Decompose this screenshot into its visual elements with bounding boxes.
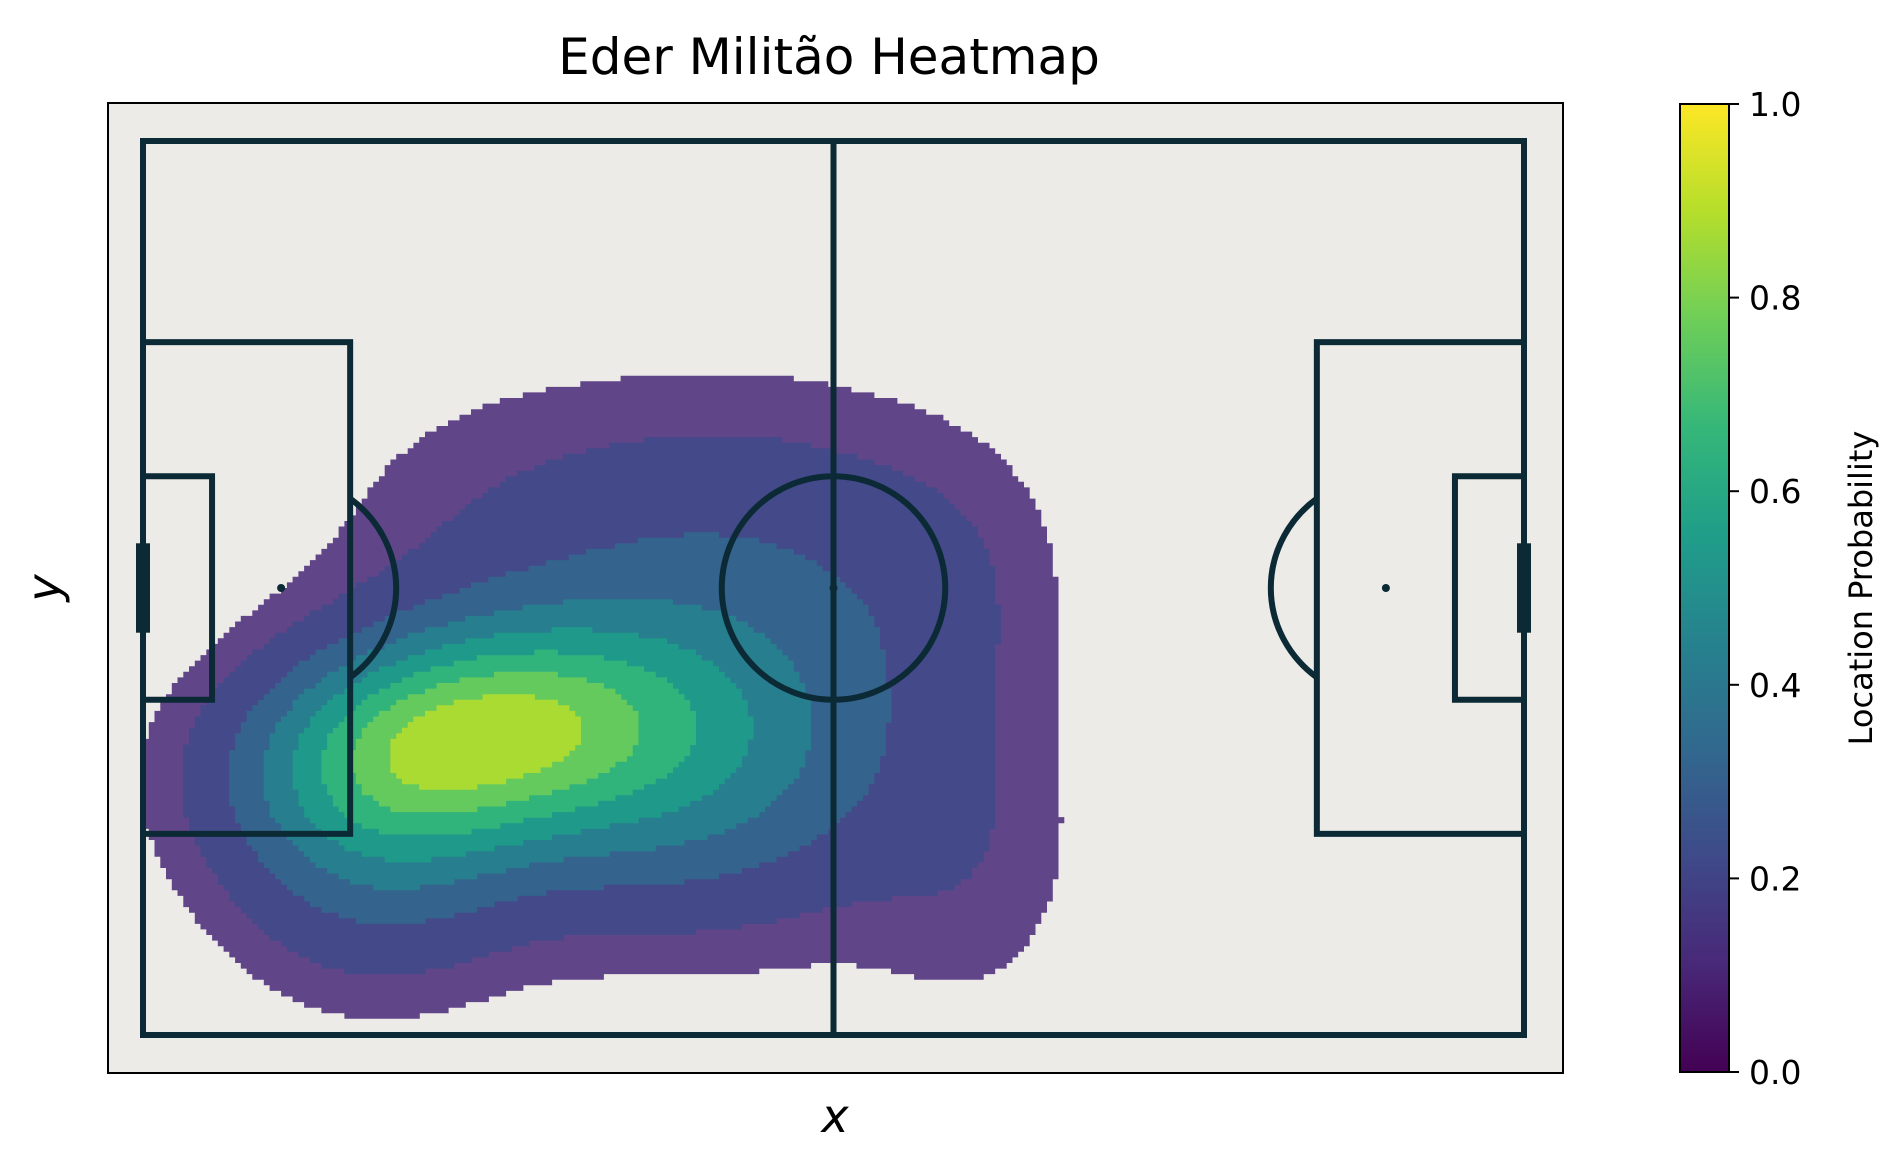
colorbar-tick-label: 0.4 <box>1749 666 1801 705</box>
colorbar-label: Location Probability <box>1842 431 1880 746</box>
colorbar-tick-label: 1.0 <box>1749 85 1801 124</box>
colorbar-tick-label: 0.6 <box>1749 472 1801 511</box>
pitch-lines <box>136 138 1531 1038</box>
left-penalty-arc <box>348 496 400 680</box>
colorbar-ticks: 0.0 0.2 0.4 0.6 0.8 1.0 <box>1729 85 1801 1092</box>
density-level-8 <box>390 694 581 790</box>
colorbar-tick-label: 0.2 <box>1749 859 1801 898</box>
center-spot <box>829 584 838 592</box>
center-circle <box>718 473 949 703</box>
colorbar-tick-label: 0.0 <box>1749 1053 1801 1092</box>
chart-title: Eder Militão Heatmap <box>558 28 1100 86</box>
colorbar-gradient <box>1679 103 1730 1073</box>
right-penalty-arc <box>1267 496 1319 680</box>
colorbar-tick-label: 0.8 <box>1749 279 1801 318</box>
left-goal <box>136 543 150 633</box>
colorbar: 0.0 0.2 0.4 0.6 0.8 1.0 Location Probability <box>1679 85 1880 1092</box>
right-goal <box>1517 543 1531 633</box>
right-penalty-spot <box>1381 584 1390 592</box>
y-axis-label: y <box>17 574 71 604</box>
x-axis-label: x <box>819 1089 849 1143</box>
left-penalty-spot <box>277 584 286 592</box>
